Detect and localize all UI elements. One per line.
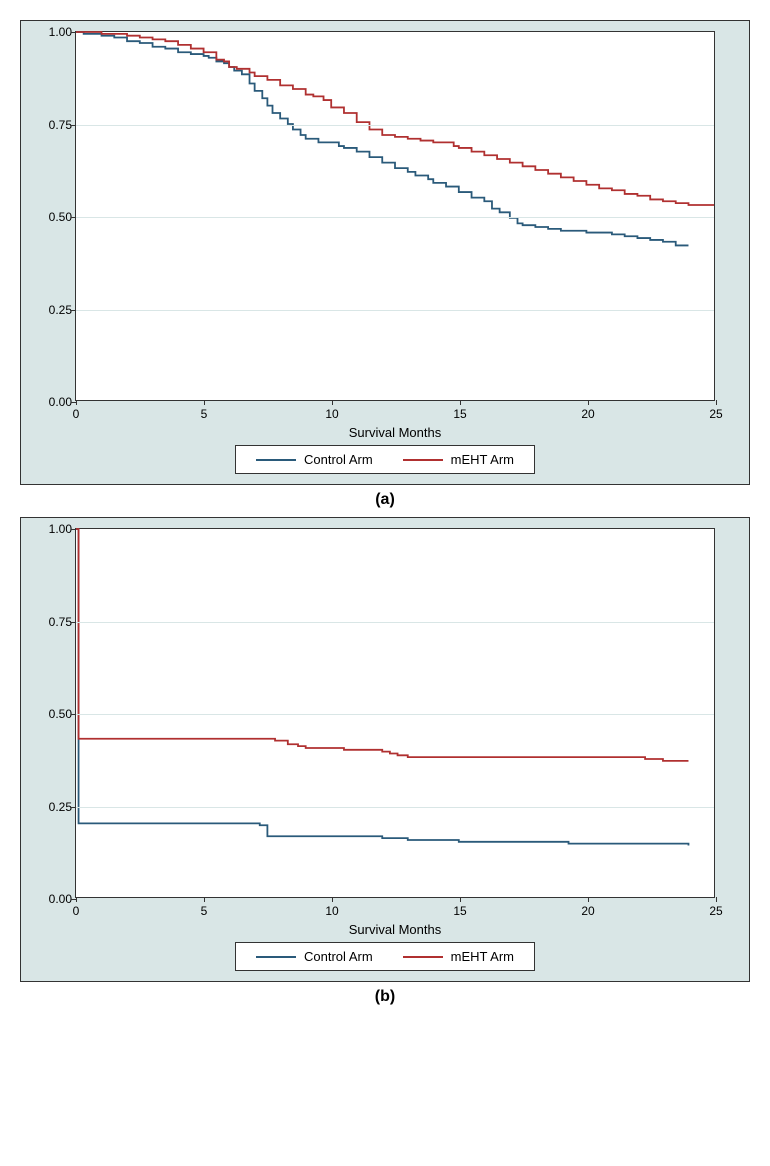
legend-line-icon (403, 459, 443, 461)
chart-a-outer: 0.00 0.25 0.50 0.75 1.00 0 5 10 15 20 25 Survival M… (20, 20, 750, 485)
x-tick-mark (76, 897, 77, 902)
y-tick-mark (71, 714, 76, 715)
y-tick-label: 0.25 (38, 304, 72, 316)
gridline (76, 622, 714, 623)
panel-b-label: (b) (20, 988, 750, 1006)
y-tick-label: 0.75 (38, 616, 72, 628)
gridline (76, 310, 714, 311)
legend-a: Control Arm mEHT Arm (235, 445, 535, 474)
x-tick-mark (204, 400, 205, 405)
y-tick-label: 0.50 (38, 211, 72, 223)
x-axis-label: Survival Months (349, 425, 441, 440)
x-tick-label: 10 (325, 905, 338, 917)
legend-a-control: Control Arm (256, 452, 373, 467)
y-tick-label: 1.00 (38, 523, 72, 535)
legend-control-label: Control Arm (304, 452, 373, 467)
x-tick-mark (332, 897, 333, 902)
x-tick-mark (716, 400, 717, 405)
x-tick-label: 0 (73, 905, 80, 917)
x-axis-label: Survival Months (349, 922, 441, 937)
y-tick-label: 0.50 (38, 708, 72, 720)
y-tick-label: 0.25 (38, 801, 72, 813)
x-tick-mark (588, 897, 589, 902)
x-tick-label: 25 (709, 905, 722, 917)
chart-b-outer: 0.00 0.25 0.50 0.75 1.00 0 5 10 15 20 25 Survival M… (20, 517, 750, 982)
x-tick-mark (204, 897, 205, 902)
x-tick-label: 20 (581, 408, 594, 420)
x-tick-mark (332, 400, 333, 405)
gridline (76, 125, 714, 126)
legend-line-icon (256, 956, 296, 958)
x-tick-label: 0 (73, 408, 80, 420)
x-tick-label: 5 (201, 905, 208, 917)
chart-a-lines (76, 32, 714, 400)
legend-meht-label: mEHT Arm (451, 949, 514, 964)
x-tick-label: 10 (325, 408, 338, 420)
chart-b-lines (76, 529, 714, 897)
y-tick-label: 1.00 (38, 26, 72, 38)
legend-b-meht: mEHT Arm (403, 949, 514, 964)
y-tick-mark (71, 217, 76, 218)
legend-control-label: Control Arm (304, 949, 373, 964)
control-line (76, 32, 688, 245)
chart-b-axis-wrap: 0.000.250.500.751.000510152025Survival M… (75, 528, 739, 898)
chart-a-plot-area: 0.000.250.500.751.000510152025Survival M… (75, 31, 715, 401)
legend-b-control: Control Arm (256, 949, 373, 964)
y-tick-label: 0.75 (38, 119, 72, 131)
x-tick-mark (716, 897, 717, 902)
x-tick-mark (460, 400, 461, 405)
gridline (76, 217, 714, 218)
meht-line (76, 32, 714, 205)
control-line (76, 529, 688, 845)
x-tick-label: 15 (453, 408, 466, 420)
gridline (76, 714, 714, 715)
x-tick-mark (588, 400, 589, 405)
y-tick-mark (71, 32, 76, 33)
y-tick-mark (71, 807, 76, 808)
y-tick-label: 0.00 (38, 396, 72, 408)
x-tick-label: 25 (709, 408, 722, 420)
x-tick-mark (460, 897, 461, 902)
legend-line-icon (403, 956, 443, 958)
meht-line (76, 529, 688, 761)
legend-line-icon (256, 459, 296, 461)
figure-container: 0.00 0.25 0.50 0.75 1.00 0 5 10 15 20 25 Survival M… (20, 20, 750, 1006)
x-tick-mark (76, 400, 77, 405)
legend-meht-label: mEHT Arm (451, 452, 514, 467)
y-tick-mark (71, 529, 76, 530)
y-tick-mark (71, 310, 76, 311)
panel-a-label: (a) (20, 491, 750, 509)
gridline (76, 807, 714, 808)
x-tick-label: 15 (453, 905, 466, 917)
y-tick-label: 0.00 (38, 893, 72, 905)
legend-b: Control Arm mEHT Arm (235, 942, 535, 971)
x-tick-label: 20 (581, 905, 594, 917)
chart-a-axis-wrap: 0.000.250.500.751.000510152025Survival M… (75, 31, 739, 401)
y-tick-mark (71, 622, 76, 623)
chart-b-plot-area: 0.000.250.500.751.000510152025Survival M… (75, 528, 715, 898)
legend-a-meht: mEHT Arm (403, 452, 514, 467)
panel-b: 0.00 0.25 0.50 0.75 1.00 0 5 10 15 20 25 Survival M… (20, 517, 750, 1006)
panel-a: 0.00 0.25 0.50 0.75 1.00 0 5 10 15 20 25 Survival M… (20, 20, 750, 509)
y-tick-mark (71, 125, 76, 126)
x-tick-label: 5 (201, 408, 208, 420)
